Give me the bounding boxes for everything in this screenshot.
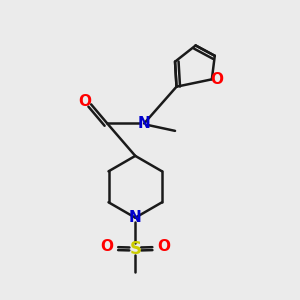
Text: O: O: [211, 72, 224, 87]
Text: N: N: [129, 210, 142, 225]
Text: O: O: [78, 94, 91, 109]
Text: O: O: [100, 239, 113, 254]
Text: N: N: [138, 116, 151, 131]
Text: O: O: [158, 239, 171, 254]
Text: S: S: [129, 240, 141, 258]
